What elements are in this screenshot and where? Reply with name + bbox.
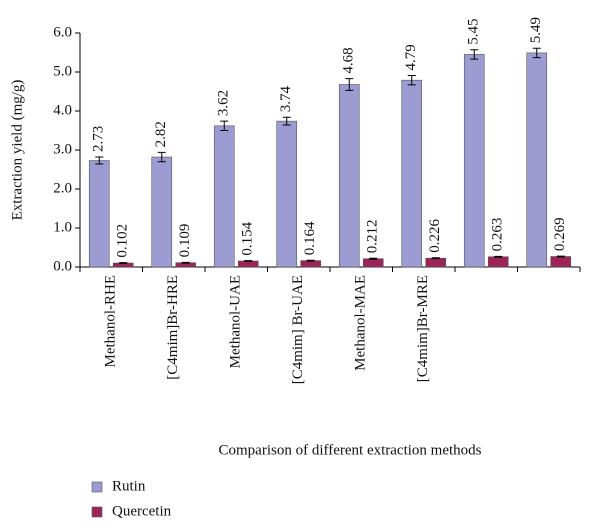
x-axis-title: Comparison of different extraction metho… (219, 442, 482, 458)
y-tick-label: 1.0 (53, 219, 72, 235)
x-tick-label: Methanol-UAE (228, 275, 244, 368)
bar (276, 120, 298, 268)
error-bar (345, 78, 354, 91)
legend-swatch (91, 506, 103, 518)
value-label: 2.82 (153, 121, 169, 147)
value-label: 0.269 (552, 217, 568, 251)
error-bar (157, 151, 166, 163)
x-tick-label: [C4mim] Br-UAE (290, 275, 306, 384)
value-label: 0.212 (365, 220, 381, 254)
y-axis-title: Extraction yield (mg/g) (9, 80, 25, 221)
x-tick-label: [C4mim]Br-MRE (415, 275, 431, 382)
bar (487, 256, 509, 268)
error-bar (532, 47, 541, 59)
error-bar (369, 257, 378, 260)
y-tick-label: 4.0 (53, 102, 72, 118)
value-label: 0.226 (427, 219, 443, 253)
value-label: 3.62 (216, 90, 232, 116)
x-tick-label: Methanol-MAE (353, 275, 369, 371)
y-tick-label: 6.0 (53, 24, 72, 40)
bar (425, 257, 447, 268)
legend-label: Quercetin (112, 503, 172, 519)
error-bar (244, 260, 253, 262)
legend-swatch (91, 481, 103, 493)
value-label: 0.164 (302, 221, 318, 255)
error-bar (181, 261, 190, 264)
error-bar (306, 259, 315, 262)
y-tick-label: 3.0 (53, 141, 72, 157)
bar (526, 52, 548, 268)
bar (338, 84, 360, 268)
bar (550, 256, 572, 268)
value-label: 4.68 (341, 47, 357, 73)
bar (88, 160, 110, 268)
value-label: 0.109 (177, 224, 193, 258)
error-bar (220, 120, 229, 131)
bar (401, 79, 423, 268)
bar (213, 125, 235, 268)
error-bar (282, 116, 291, 126)
bar (237, 260, 259, 268)
value-label: 0.154 (240, 221, 256, 255)
x-tick-label: Methanol-RHE (103, 275, 119, 367)
x-tick-label: [C4mim]Br-HRE (165, 275, 181, 380)
value-label: 5.45 (466, 19, 482, 45)
error-bar (431, 257, 440, 260)
value-label: 0.263 (490, 218, 506, 252)
value-label: 4.79 (403, 44, 419, 70)
bar (300, 260, 322, 268)
value-label: 3.74 (278, 85, 294, 112)
y-tick-label: 5.0 (53, 63, 72, 79)
y-tick-label: 2.0 (53, 180, 72, 196)
legend-label: Rutin (112, 478, 146, 494)
value-label: 2.73 (91, 126, 107, 152)
bar (362, 258, 384, 268)
error-bar (407, 75, 416, 86)
y-tick-label: 0.0 (53, 258, 72, 274)
error-bar (470, 49, 479, 60)
error-bar (95, 156, 104, 165)
value-label: 5.49 (528, 17, 544, 43)
error-bar (119, 262, 128, 264)
bar (151, 156, 173, 268)
bar (463, 54, 485, 268)
error-bar (556, 255, 565, 258)
error-bar (494, 255, 503, 258)
value-label: 0.102 (115, 224, 131, 258)
